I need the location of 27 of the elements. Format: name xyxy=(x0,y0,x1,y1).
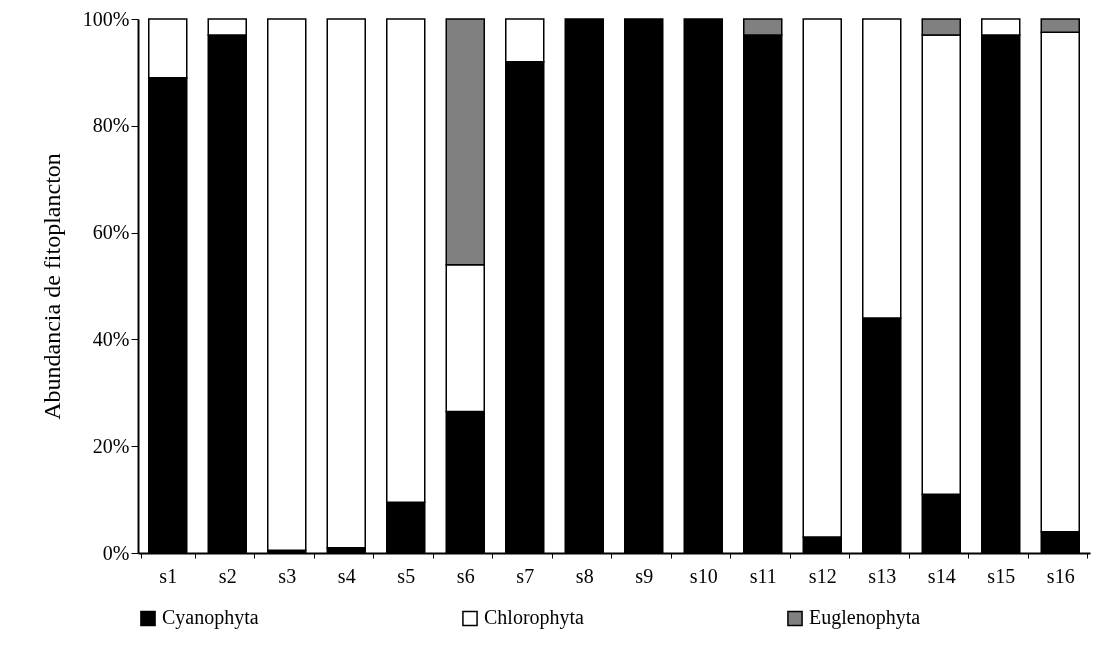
y-tick-label: 60% xyxy=(92,221,130,244)
x-tick-label: s13 xyxy=(868,564,897,587)
y-tick-label: 40% xyxy=(92,327,130,350)
x-tick-label: s15 xyxy=(987,564,1016,587)
y-tick-label: 20% xyxy=(92,434,130,457)
x-tick-label: s7 xyxy=(516,564,535,587)
legend-label: Cyanophyta xyxy=(162,606,259,630)
x-tick-label: s4 xyxy=(337,564,356,587)
y-axis-title: Abundancia de fitoplancton xyxy=(38,153,65,420)
legend-label: Chlorophyta xyxy=(484,606,585,630)
x-tick-label: s1 xyxy=(159,564,178,587)
x-tick-label: s5 xyxy=(397,564,416,587)
x-tick-label: s16 xyxy=(1046,564,1075,587)
x-tick-label: s2 xyxy=(218,564,237,587)
bar xyxy=(267,18,307,552)
y-tick-label: 0% xyxy=(102,541,130,564)
y-tick-label: 100% xyxy=(82,7,130,30)
x-tick-label: s10 xyxy=(689,564,718,587)
legend-label: Euglenophyta xyxy=(809,606,921,630)
x-tick-label: s6 xyxy=(456,564,475,587)
x-tick-label: s8 xyxy=(575,564,594,587)
x-tick-label: s3 xyxy=(278,564,297,587)
x-tick-label: s11 xyxy=(749,564,777,587)
x-tick-label: s12 xyxy=(808,564,837,587)
x-tick-label: s14 xyxy=(927,564,956,587)
x-tick-label: s9 xyxy=(635,564,654,587)
y-tick-label: 80% xyxy=(92,114,130,137)
